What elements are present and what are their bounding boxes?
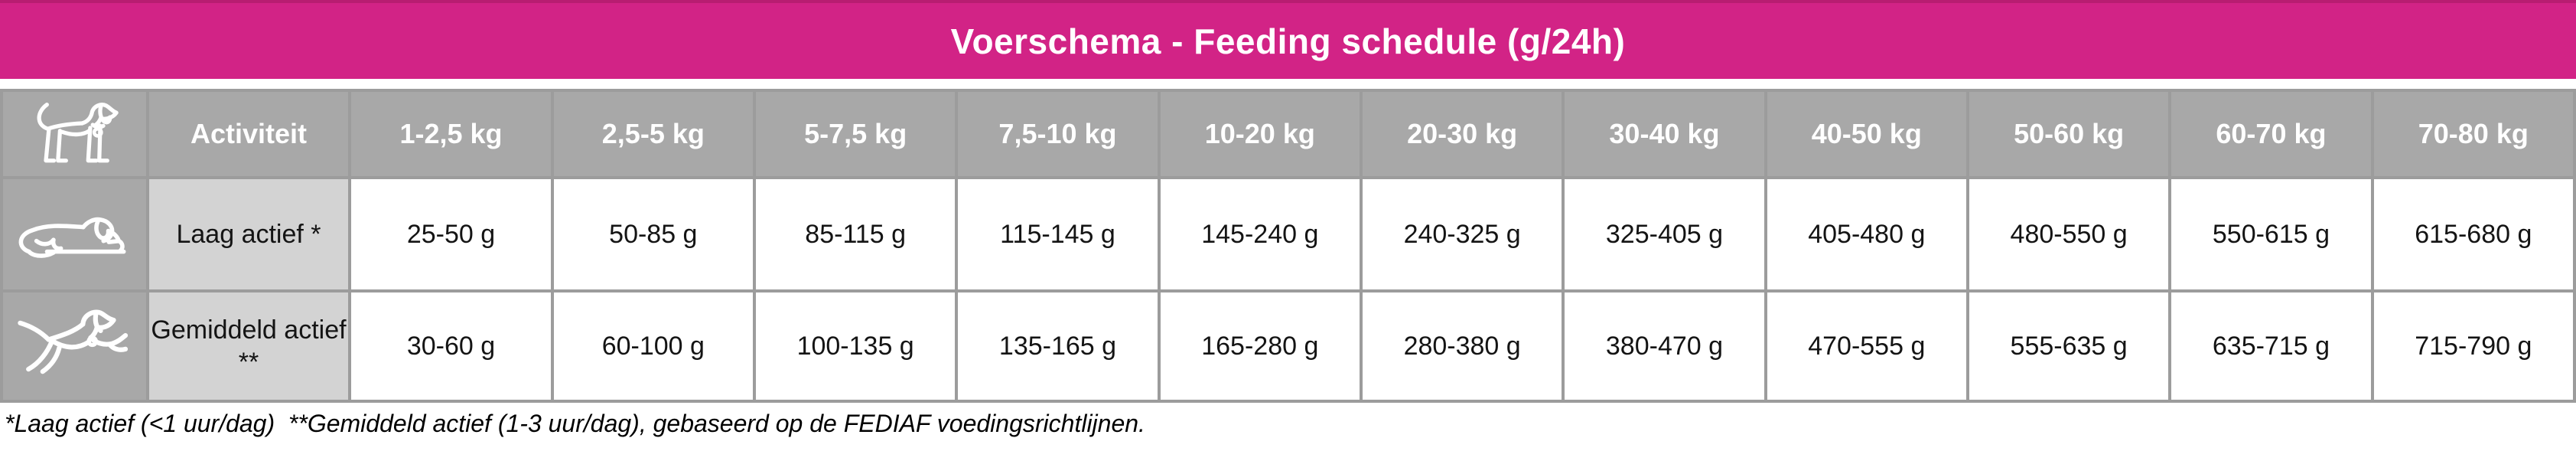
feeding-value-low-10: 550-615 g — [2168, 176, 2374, 292]
feeding-value-low-7: 325-405 g — [1562, 176, 1767, 292]
table-row-low-active: Laag actief * 25-50 g 50-85 g 85-115 g 1… — [0, 176, 2576, 292]
running-dog-icon — [18, 309, 128, 374]
feeding-value-med-3: 100-135 g — [752, 289, 959, 403]
feeding-value-med-7: 380-470 g — [1562, 289, 1767, 403]
feeding-value-med-6: 280-380 g — [1359, 289, 1565, 403]
standing-dog-icon — [37, 102, 119, 162]
feeding-value-low-5: 145-240 g — [1157, 176, 1363, 292]
header-weight-8: 40-50 kg — [1763, 89, 1969, 179]
feeding-value-med-5: 165-280 g — [1157, 289, 1363, 403]
table-header-row: Activiteit 1-2,5 kg 2,5-5 kg 5-7,5 kg 7,… — [0, 89, 2576, 179]
header-weight-2: 2,5-5 kg — [550, 89, 756, 179]
lying-dog-icon — [18, 217, 126, 258]
feeding-value-low-11: 615-680 g — [2370, 176, 2576, 292]
header-activity: Activiteit — [145, 89, 352, 179]
feeding-value-med-10: 635-715 g — [2168, 289, 2374, 403]
header-icon-cell — [0, 89, 149, 179]
feeding-value-low-8: 405-480 g — [1763, 176, 1969, 292]
feeding-value-low-2: 50-85 g — [550, 176, 756, 292]
table-row-medium-active: Gemiddeld actief ** 30-60 g 60-100 g 100… — [0, 289, 2576, 403]
page-title: Voerschema - Feeding schedule (g/24h) — [950, 21, 1626, 61]
feeding-value-med-11: 715-790 g — [2370, 289, 2576, 403]
header-weight-1: 1-2,5 kg — [348, 89, 554, 179]
header-weight-5: 10-20 kg — [1157, 89, 1363, 179]
feeding-value-med-9: 555-635 g — [1965, 289, 2172, 403]
header-weight-4: 7,5-10 kg — [955, 89, 1161, 179]
feeding-value-med-4: 135-165 g — [955, 289, 1161, 403]
feeding-value-low-9: 480-550 g — [1965, 176, 2172, 292]
header-weight-11: 70-80 kg — [2370, 89, 2576, 179]
feeding-value-med-1: 30-60 g — [348, 289, 554, 403]
title-banner: Voerschema - Feeding schedule (g/24h) — [0, 0, 2576, 79]
header-weight-7: 30-40 kg — [1562, 89, 1767, 179]
feeding-schedule-table: Activiteit 1-2,5 kg 2,5-5 kg 5-7,5 kg 7,… — [0, 89, 2576, 403]
header-weight-6: 20-30 kg — [1359, 89, 1565, 179]
feeding-value-low-1: 25-50 g — [348, 176, 554, 292]
banner-table-gap — [0, 79, 2576, 89]
low-active-icon-cell — [0, 176, 149, 292]
footnote: *Laag actief (<1 uur/dag) **Gemiddeld ac… — [5, 410, 1145, 437]
feeding-value-med-8: 470-555 g — [1763, 289, 1969, 403]
feeding-value-low-3: 85-115 g — [752, 176, 959, 292]
header-weight-3: 5-7,5 kg — [752, 89, 959, 179]
medium-active-icon-cell — [0, 289, 149, 403]
row-label-medium-active: Gemiddeld actief ** — [145, 289, 352, 403]
row-label-low-active: Laag actief * — [145, 176, 352, 292]
header-weight-10: 60-70 kg — [2168, 89, 2374, 179]
header-weight-9: 50-60 kg — [1965, 89, 2172, 179]
feeding-value-low-4: 115-145 g — [955, 176, 1161, 292]
feeding-value-low-6: 240-325 g — [1359, 176, 1565, 292]
feeding-value-med-2: 60-100 g — [550, 289, 756, 403]
